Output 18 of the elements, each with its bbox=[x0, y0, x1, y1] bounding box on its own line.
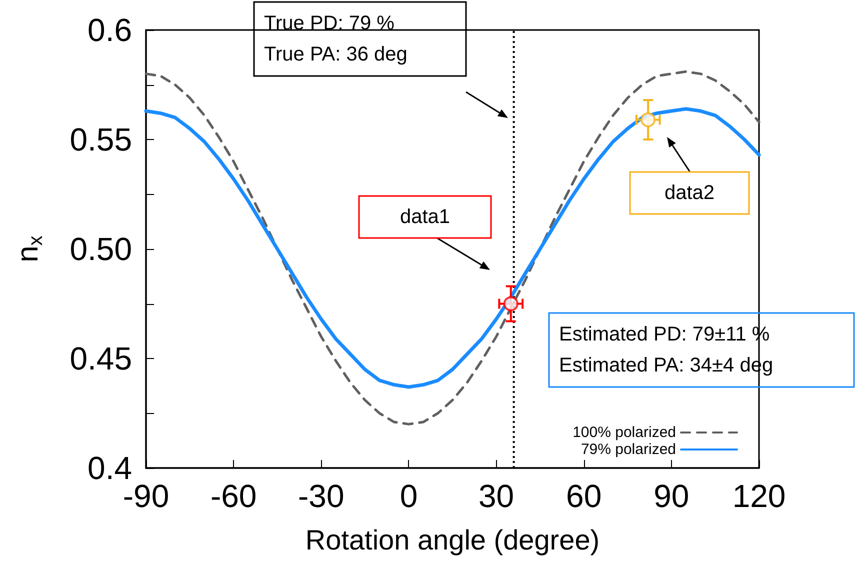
x-tick-label: -60 bbox=[210, 478, 257, 514]
annotation: True PD: 79 % True PA: 36 deg bbox=[264, 12, 408, 66]
x-tick-label: -30 bbox=[298, 478, 344, 514]
y-tick-label: 0.45 bbox=[70, 340, 132, 376]
y-tick-label: 0.50 bbox=[70, 231, 132, 267]
x-axis-title: Rotation angle (degree) bbox=[305, 524, 600, 556]
x-tick-label: 0 bbox=[400, 478, 418, 514]
x-tick-label: 120 bbox=[732, 478, 786, 514]
annotation: data2 bbox=[664, 182, 715, 204]
legend-label: 100% polarized bbox=[572, 424, 676, 441]
y-axis-title: nx bbox=[12, 236, 47, 262]
x-tick-label: 60 bbox=[566, 478, 602, 514]
x-tick-label: 90 bbox=[654, 478, 690, 514]
y-tick-label: 0.55 bbox=[70, 122, 132, 158]
x-tick-label: 30 bbox=[478, 478, 514, 514]
annotation: data1 bbox=[400, 206, 450, 228]
legend-label: 79% polarized bbox=[580, 441, 676, 458]
y-tick-label: 0.6 bbox=[88, 12, 132, 48]
